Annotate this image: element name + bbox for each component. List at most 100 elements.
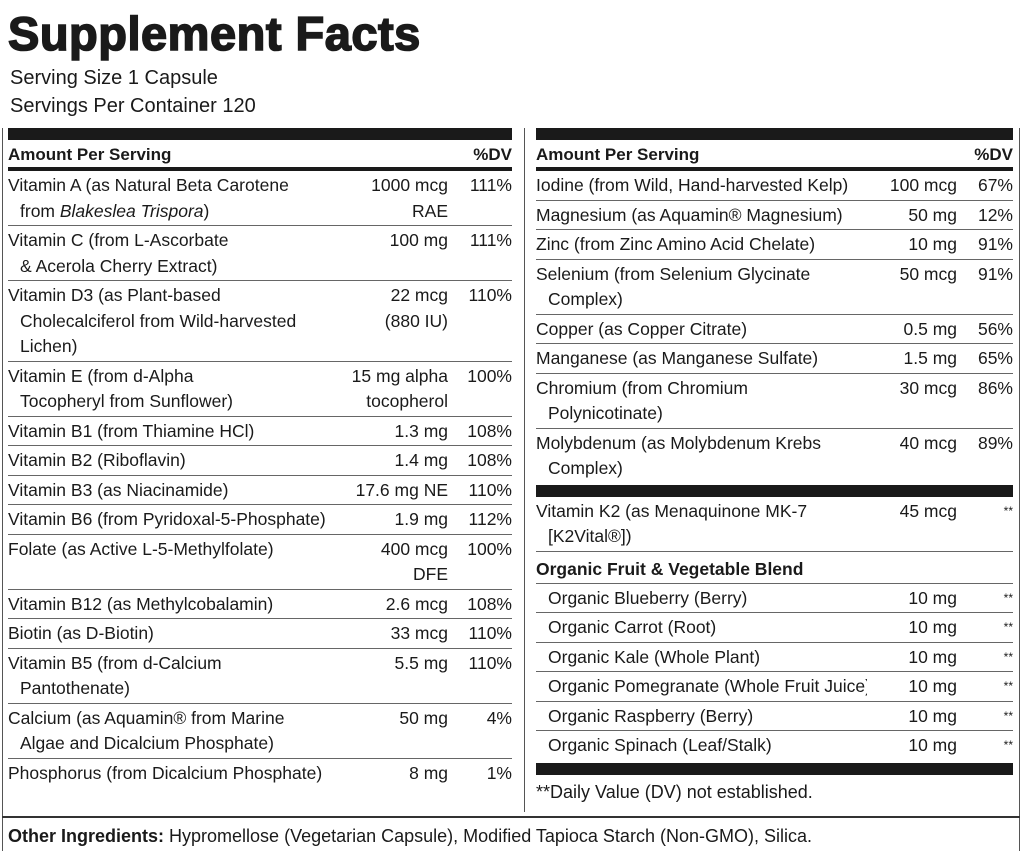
nutrient-row: Vitamin B3 (as Niacinamide) 17.6 mg NE 110… — [8, 474, 512, 505]
nutrient-row: Molybdenum (as Molybdenum Krebs Complex) 4… — [536, 427, 1013, 483]
nutrient-row: Vitamin C (from L-Ascorbate & Acerola Che… — [8, 225, 512, 280]
daily-value: 108% — [467, 450, 512, 470]
nutrient-name: Phosphorus (from Dicalcium Phosphate) — [8, 761, 338, 787]
name-line: Complex) — [548, 289, 623, 309]
name-segment: ) — [203, 200, 210, 221]
amount-line: 10 mg — [908, 617, 957, 637]
nutrient-name: Vitamin A (as Natural Beta Carotene from … — [8, 173, 338, 224]
nutrient-name: Biotin (as D-Biotin) — [8, 621, 338, 647]
daily-value: 110% — [468, 285, 512, 305]
amount: 50 mcg — [867, 262, 957, 313]
thick-bar — [536, 128, 1013, 140]
daily-value: 108% — [467, 593, 512, 614]
amount: 10 mg — [867, 645, 957, 671]
amount-line: 50 mg — [908, 204, 957, 225]
nutrient-row: Vitamin A (as Natural Beta Carotene from … — [8, 171, 512, 225]
daily-value: 100% — [467, 538, 512, 559]
name-line: Biotin (as D-Biotin) — [8, 623, 154, 643]
amount: 40 mcg — [867, 431, 957, 482]
amount: 50 mg — [867, 203, 957, 229]
amount: 1.4 mg — [338, 448, 449, 474]
nutrient-rows: Vitamin A (as Natural Beta Carotene from … — [8, 171, 512, 787]
header-dv: %DV — [473, 145, 512, 164]
amount-line: tocopherol — [366, 391, 448, 411]
name-line: Algae and Dicalcium Phosphate) — [20, 733, 274, 753]
nutrient-row: Organic Pomegranate (Whole Fruit Juice) 1… — [536, 671, 1013, 701]
daily-value: 65% — [977, 348, 1013, 368]
amount-line: 50 mg — [399, 707, 448, 728]
nutrient-name: Vitamin E (from d-Alpha Tocopheryl from S… — [8, 364, 338, 415]
nutrient-row: Vitamin B2 (Riboflavin) 1.4 mg 108% — [8, 445, 512, 475]
nutrient-name: Folate (as Active L-5-Methylfolate) — [8, 537, 338, 588]
amount-line: 15 mg alpha — [351, 365, 448, 386]
amount: 15 mg alpha tocopherol — [338, 364, 448, 415]
label-frame — [2, 128, 1020, 851]
nutrient-row: Vitamin B6 (from Pyridoxal-5-Phosphate) 1… — [8, 504, 512, 534]
nutrient-row: Iodine (from Wild, Hand-harvested Kelp) 1… — [536, 171, 1013, 200]
thick-bar — [8, 128, 512, 140]
title: Supplement Facts — [7, 6, 421, 61]
amount-line: 33 mcg — [390, 623, 448, 643]
other-ingredients: Other Ingredients: Hypromellose (Vegetar… — [8, 826, 812, 847]
amount-line: 1.3 mg — [394, 420, 449, 441]
nutrient-row: Organic Carrot (Root) 10 mg ** — [536, 612, 1013, 642]
amount-line: 100 mg — [389, 230, 448, 250]
daily-value: ** — [1003, 503, 1013, 518]
table-header: Amount Per Serving %DV — [8, 140, 512, 171]
daily-value: 67% — [977, 175, 1013, 195]
amount: 50 mg — [338, 706, 448, 757]
nutrient-row: Zinc (from Zinc Amino Acid Chelate) 10 mg… — [536, 229, 1013, 259]
nutrient-row: Vitamin B5 (from d-Calcium Pantothenate) 5… — [8, 647, 512, 703]
nutrient-name: Vitamin B1 (from Thiamine HCl) — [8, 419, 338, 445]
name-line: Calcium (as Aquamin® from Marine — [8, 707, 285, 728]
name-line: Organic Raspberry (Berry) — [548, 705, 754, 726]
amount: 400 mcg DFE — [338, 537, 448, 588]
nutrient-name: Organic Spinach (Leaf/Stalk) — [536, 733, 867, 759]
nutrient-row: Calcium (as Aquamin® from Marine Algae an… — [8, 702, 512, 758]
nutrient-name: Calcium (as Aquamin® from Marine Algae an… — [8, 706, 338, 757]
amount-line: 45 mcg — [899, 500, 957, 521]
amount-line: 1000 mcg — [371, 175, 448, 195]
daily-value: ** — [1003, 590, 1013, 605]
amount-line: 10 mg — [908, 587, 957, 608]
name-line: from Blakeslea Trispora) — [8, 199, 338, 225]
nutrient-name: Vitamin C (from L-Ascorbate & Acerola Che… — [8, 228, 338, 279]
daily-value: 110% — [468, 623, 512, 643]
bottom-rule — [2, 816, 1020, 818]
name-line: Vitamin E (from d-Alpha — [8, 365, 194, 386]
footnote: **Daily Value (DV) not established. — [536, 781, 813, 802]
name-line: Organic Pomegranate (Whole Fruit Juice) — [548, 676, 867, 696]
name-line: Phosphorus (from Dicalcium Phosphate) — [8, 762, 323, 783]
amount: 2.6 mcg — [338, 592, 448, 618]
header-amount: Amount Per Serving — [536, 145, 700, 164]
nutrient-rows: Iodine (from Wild, Hand-harvested Kelp) 1… — [536, 171, 1013, 483]
name-line: Vitamin B6 (from Pyridoxal-5-Phosphate) — [8, 509, 326, 529]
nutrient-name: Manganese (as Manganese Sulfate) — [536, 346, 867, 372]
daily-value: 111% — [469, 175, 512, 195]
amount-line: 1.4 mg — [394, 450, 449, 470]
daily-value: ** — [1003, 620, 1013, 634]
other-ingredients-text: Hypromellose (Vegetarian Capsule), Modif… — [169, 826, 812, 846]
nutrient-row: Organic Blueberry (Berry) 10 mg ** — [536, 582, 1013, 613]
amount-line: 40 mcg — [899, 432, 957, 453]
nutrient-row: Chromium (from Chromium Polynicotinate) 30… — [536, 372, 1013, 428]
name-line: Selenium (from Selenium Glycinate — [536, 263, 811, 284]
amount-line: 5.5 mg — [394, 652, 449, 673]
servings-per-container: Servings Per Container 120 — [10, 95, 256, 117]
amount: 10 mg — [867, 704, 957, 730]
name-line: Zinc (from Zinc Amino Acid Chelate) — [536, 234, 816, 254]
thick-bar — [536, 762, 1013, 775]
name-line: Organic Carrot (Root) — [548, 617, 717, 637]
daily-value: 1% — [486, 762, 512, 783]
amount-line: RAE — [412, 200, 448, 221]
nutrient-name: Copper (as Copper Citrate) — [536, 317, 867, 343]
amount-line: DFE — [413, 564, 448, 584]
nutrient-row: Selenium (from Selenium Glycinate Complex… — [536, 258, 1013, 314]
nutrient-name: Vitamin B5 (from d-Calcium Pantothenate) — [8, 651, 338, 702]
nutrient-name: Vitamin K2 (as Menaquinone MK-7 [K2Vital®… — [536, 499, 867, 550]
nutrient-name: Magnesium (as Aquamin® Magnesium) — [536, 203, 867, 229]
amount: 5.5 mg — [338, 651, 449, 702]
amount-line: 30 mcg — [899, 377, 957, 398]
name-line: Tocopheryl from Sunflower) — [20, 391, 233, 411]
daily-value: 110% — [468, 479, 512, 500]
